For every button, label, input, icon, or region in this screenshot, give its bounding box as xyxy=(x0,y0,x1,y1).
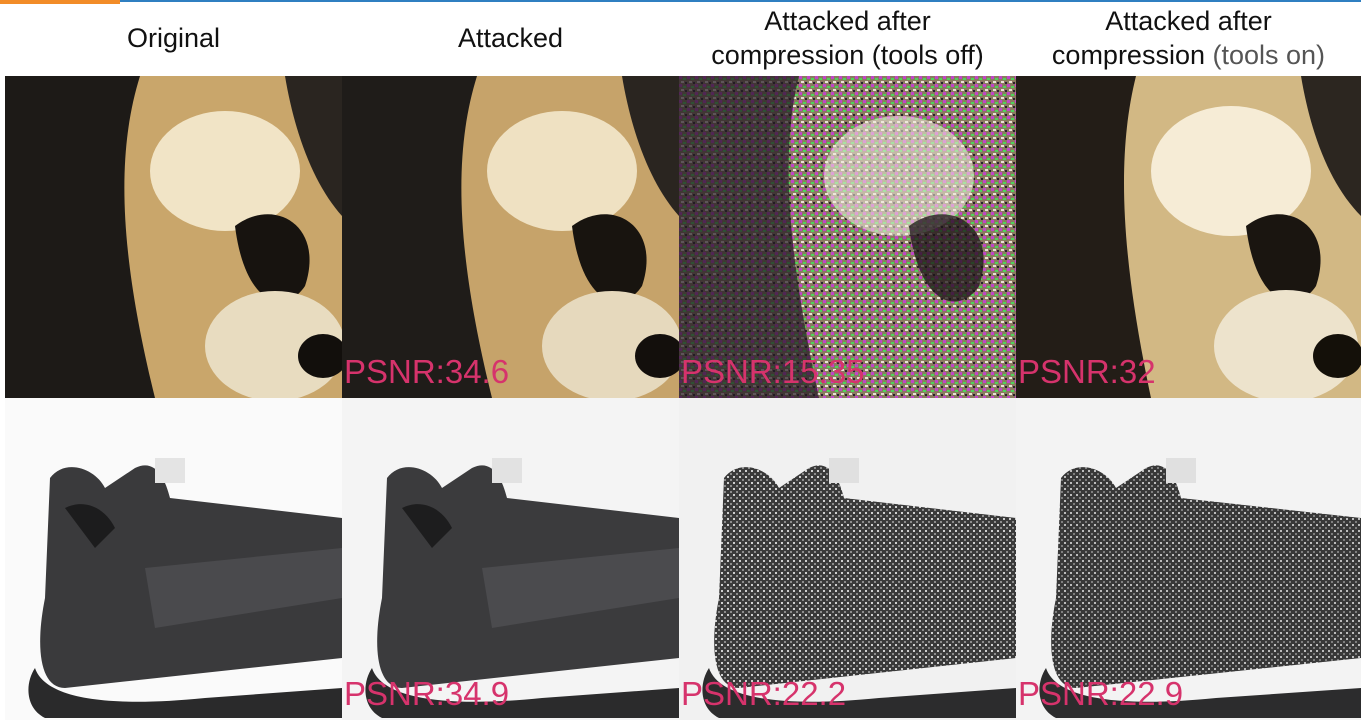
psnr-label: PSNR:15.35 xyxy=(681,353,865,390)
panda-tools-on-image: PSNR:32 xyxy=(1016,76,1361,398)
header-tools-on-line2b: (tools on) xyxy=(1212,40,1326,70)
psnr-label: PSNR:22.2 xyxy=(681,675,847,712)
panda-tools-off-image: PSNR:15.35 xyxy=(679,76,1016,398)
panda-original-image xyxy=(5,76,342,398)
header-attacked-label: Attacked xyxy=(457,23,564,53)
psnr-label: PSNR:32 xyxy=(1018,353,1156,390)
sneaker-tools-off-image: PSNR:22.2 xyxy=(679,398,1016,720)
psnr-label: PSNR:34.9 xyxy=(344,675,510,712)
psnr-label: PSNR:22.9 xyxy=(1018,675,1184,712)
top-accent-line xyxy=(0,0,1361,2)
header-tools-off-line2: compression (tools off) xyxy=(711,40,984,70)
header-original-label: Original xyxy=(126,23,221,53)
header-attacked: Attacked xyxy=(342,0,679,76)
header-tools-on: Attacked after compression (tools on) xyxy=(1016,0,1361,76)
header-tools-on-line2a: compression xyxy=(1051,40,1213,70)
sneaker-original-image xyxy=(5,398,342,720)
sneaker-attacked-image: PSNR:34.9 xyxy=(342,398,679,720)
header-tools-off-line1: Attacked after xyxy=(764,6,931,36)
top-accent-orange xyxy=(0,0,120,4)
header-tools-on-line1: Attacked after xyxy=(1105,6,1272,36)
header-original: Original xyxy=(5,0,342,76)
psnr-label: PSNR:34.6 xyxy=(344,353,510,390)
panda-attacked-image: PSNR:34.6 xyxy=(342,76,679,398)
sneaker-tools-on-image: PSNR:22.9 xyxy=(1016,398,1361,720)
header-tools-off: Attacked after compression (tools off) xyxy=(679,0,1016,76)
